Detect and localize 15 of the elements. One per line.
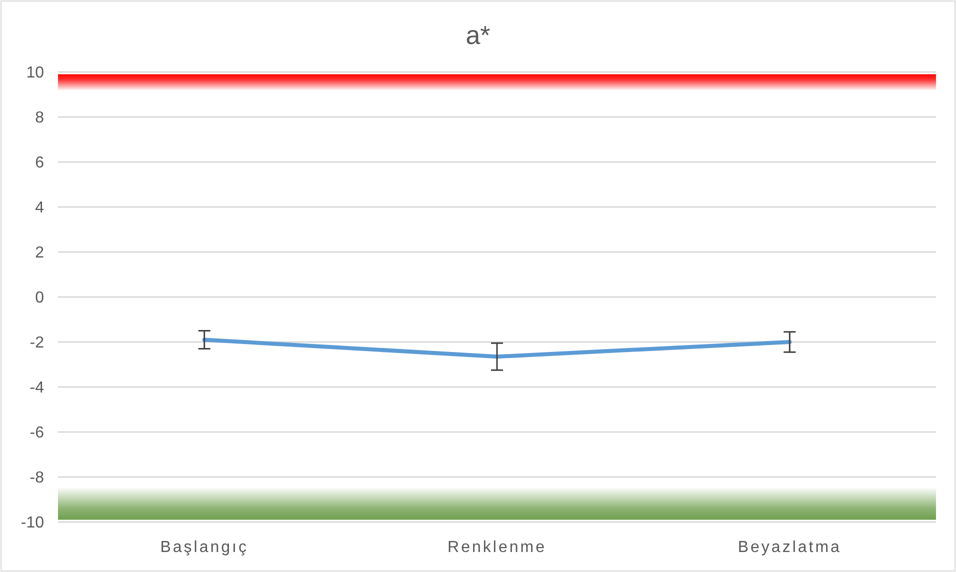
y-tick-label: 8 bbox=[35, 110, 44, 127]
x-tick-label: Başlangıç bbox=[160, 539, 248, 556]
y-tick-label: 2 bbox=[35, 244, 44, 262]
y-tick-label: -10 bbox=[20, 514, 44, 532]
x-tick-label: Renklenme bbox=[448, 539, 546, 556]
y-tick-label: 10 bbox=[26, 64, 44, 82]
y-tick-label: -4 bbox=[30, 380, 44, 397]
y-tick-label: 4 bbox=[35, 200, 44, 217]
y-tick-label: -6 bbox=[30, 424, 44, 442]
x-tick-label: Beyazlatma bbox=[738, 539, 842, 556]
y-tick-label: -8 bbox=[30, 470, 44, 487]
y-tick-label: 0 bbox=[35, 290, 44, 307]
y-tick-label: 6 bbox=[35, 154, 44, 172]
y-tick-label: -2 bbox=[30, 334, 44, 352]
chart-title: a* bbox=[466, 20, 490, 50]
